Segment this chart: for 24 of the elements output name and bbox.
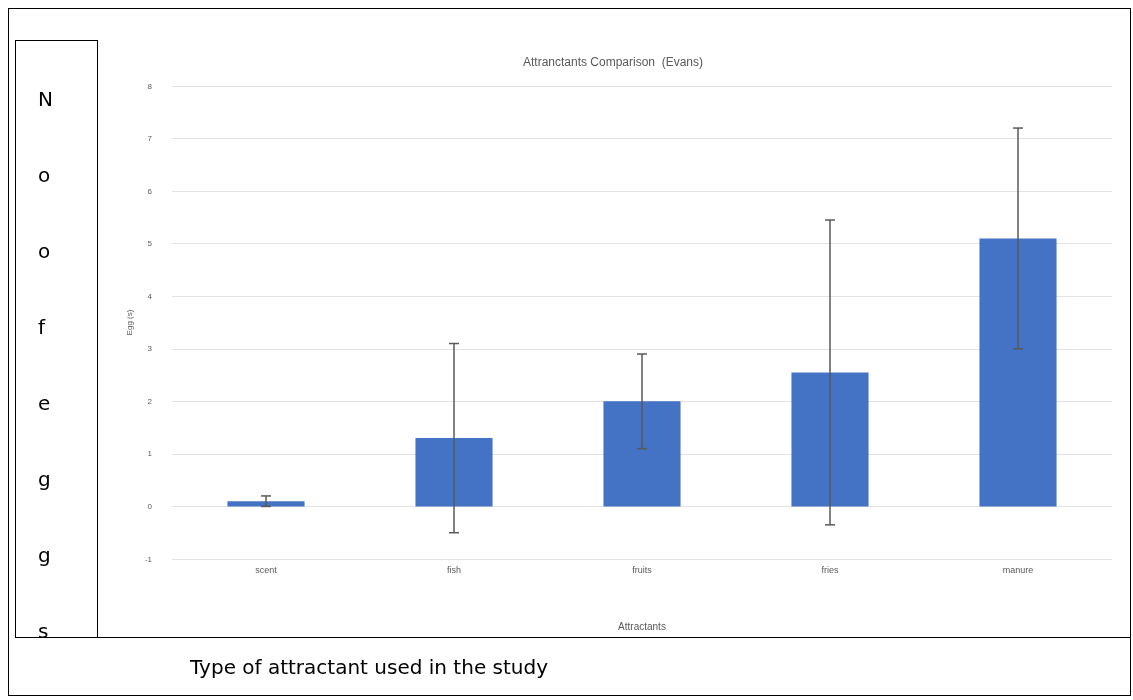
y-tick-label: 4 <box>147 291 153 301</box>
y-tick-label: 0 <box>147 501 153 511</box>
x-axis-title: Attractants <box>618 620 666 632</box>
chart-title: Attranctants Comparison (Evans) <box>522 55 704 69</box>
y-tick-label: 1 <box>147 449 153 459</box>
bar <box>603 401 681 507</box>
x-tick-label: manure <box>1002 564 1034 575</box>
x-tick-label: fish <box>446 564 462 575</box>
y-tick-label: -1 <box>144 554 153 564</box>
x-tick-label: fries <box>821 564 839 575</box>
x-tick-label: scent <box>255 564 278 575</box>
bar <box>415 438 493 507</box>
y-tick-label: 6 <box>147 186 153 196</box>
x-tick-label: fruits <box>632 564 653 575</box>
y-tick-label: 2 <box>147 396 153 406</box>
bar <box>791 372 869 507</box>
y-tick-label: 5 <box>147 239 153 249</box>
y-tick-label: 8 <box>147 81 153 91</box>
y-tick-label: 7 <box>147 134 153 144</box>
text: Type of attractant used in the study <box>190 655 549 679</box>
y-axis-title: Egg (s) <box>125 309 135 336</box>
bar <box>227 501 305 507</box>
y-tick-label: 3 <box>147 344 153 354</box>
bar <box>979 238 1057 507</box>
